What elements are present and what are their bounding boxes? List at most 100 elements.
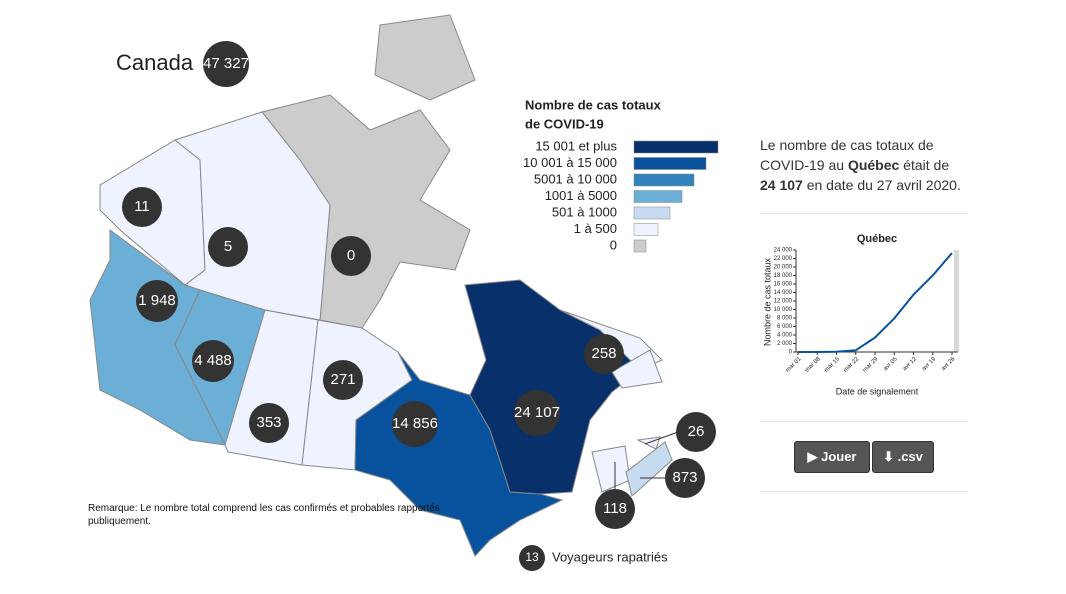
play-button[interactable]: ▶ Jouer <box>794 441 870 473</box>
y-axis-label: Nombre de cas totaux <box>762 257 772 346</box>
region-bubble: 873 <box>665 458 705 498</box>
x-tick-label: avr 19 <box>921 356 938 373</box>
region-bubble: 353 <box>249 403 289 443</box>
legend-label: 1001 à 5000 <box>545 188 617 203</box>
x-axis-label: Date de signalement <box>836 386 919 396</box>
region-count: 14 856 <box>392 415 438 432</box>
legend-swatch <box>633 190 683 203</box>
y-tick-label: 4 000 <box>777 333 793 339</box>
y-tick-label: 24 000 <box>774 248 793 254</box>
region-count: 258 <box>591 345 616 362</box>
trend-chart: Québec Nombre de cas totaux Date de sign… <box>762 233 959 396</box>
region-bubble: 118 <box>595 489 635 529</box>
x-tick-label: mar 29 <box>862 356 880 374</box>
legend-swatch <box>633 239 647 253</box>
nova-scotia <box>625 441 673 497</box>
legend-swatch <box>633 140 719 154</box>
legend-label: 1 à 500 <box>574 221 617 236</box>
note: Remarque: Le nombre total comprend les c… <box>88 503 440 527</box>
y-tick-label: 12 000 <box>774 299 793 305</box>
x-tick-label: mar 15 <box>824 356 842 374</box>
y-tick-label: 0 <box>789 350 793 356</box>
x-tick-label: avr 26 <box>940 356 957 373</box>
legend: Nombre de cas totaux de COVID-19 15 001 … <box>523 97 719 253</box>
y-tick-label: 14 000 <box>774 290 793 296</box>
y-tick-label: 18 000 <box>774 273 793 279</box>
region-count: 118 <box>603 500 627 517</box>
divider <box>760 213 968 214</box>
x-tick-label: mar 22 <box>843 356 861 374</box>
region-count: 271 <box>330 371 355 388</box>
saskatchewan <box>224 309 319 466</box>
arctic-islands <box>374 14 476 101</box>
legend-swatch <box>633 206 671 220</box>
region-bubble: 14 856 <box>392 401 438 447</box>
y-tick-label: 20 000 <box>774 265 793 271</box>
button-label: Jouer <box>821 449 857 464</box>
highlight-bar <box>954 250 959 352</box>
region-count: 24 107 <box>514 404 560 421</box>
region-bubble: 26 <box>676 412 716 452</box>
region-bubble: 24 107 <box>514 390 560 436</box>
y-tick-label: 22 000 <box>774 256 793 262</box>
y-tick-label: 8 000 <box>777 316 793 322</box>
summary-province: Québec <box>847 157 900 173</box>
csv-button[interactable]: ⬇ .csv <box>872 441 934 473</box>
y-tick-label: 6 000 <box>777 324 793 330</box>
region-count: 26 <box>688 423 705 440</box>
region-bubble: 0 <box>331 236 371 276</box>
divider <box>760 421 968 422</box>
region-count: 873 <box>672 469 697 486</box>
y-tick-label: 2 000 <box>777 341 793 347</box>
trend-line <box>798 252 953 353</box>
bc <box>89 229 226 446</box>
region-count: 1 948 <box>138 292 176 309</box>
total-count: 47 327 <box>203 55 249 72</box>
summary-text: était de <box>899 157 950 173</box>
region-bubble: 258 <box>584 334 624 374</box>
leader-line <box>644 431 679 445</box>
total-bubble: 47 327 <box>203 41 249 87</box>
legend-label: 501 à 1000 <box>552 204 617 219</box>
legend-label: 15 001 et plus <box>535 138 617 153</box>
summary: Le nombre de cas totaux de COVID-19 au Q… <box>760 135 968 195</box>
legend-swatch <box>633 173 695 187</box>
repatriated-bubble: 13 <box>519 545 545 571</box>
legend-title: de COVID-19 <box>525 116 604 131</box>
x-tick-label: mar 01 <box>785 356 803 374</box>
legend-label: 0 <box>610 237 617 252</box>
summary-count: 24 107 <box>760 177 803 193</box>
legend-label: 10 001 à 15 000 <box>523 155 617 170</box>
region-count: 0 <box>347 247 355 264</box>
button-label: .csv <box>897 449 923 464</box>
y-tick-label: 10 000 <box>774 307 793 313</box>
region-count: 353 <box>256 414 281 431</box>
region-bubble: 271 <box>323 360 363 400</box>
legend-swatch <box>633 157 707 170</box>
region-bubble: 5 <box>208 227 248 267</box>
repatriated-label: Voyageurs rapatriés <box>552 549 668 564</box>
summary-text: en date du 27 avril 2020. <box>802 177 961 193</box>
region-count: 4 488 <box>194 352 232 369</box>
x-tick-label: mar 08 <box>804 356 822 374</box>
y-tick-label: 16 000 <box>774 282 793 288</box>
region-bubble: 4 488 <box>192 340 234 382</box>
region-count: 5 <box>224 238 232 255</box>
legend-title: Nombre de cas totaux <box>525 97 662 112</box>
repatriated-count: 13 <box>525 550 539 564</box>
summary-text: Le nombre de cas totaux de COVID-19 au <box>760 137 934 173</box>
region-count: 11 <box>134 198 150 215</box>
new-brunswick <box>591 445 631 493</box>
legend-label: 5001 à 10 000 <box>534 171 617 186</box>
chart-title: Québec <box>857 233 897 245</box>
legend-swatch <box>633 223 659 236</box>
x-tick-label: avr 05 <box>883 356 900 373</box>
country-title: Canada <box>116 50 194 75</box>
newfoundland <box>611 349 663 389</box>
region-bubble: 1 948 <box>136 280 178 322</box>
x-tick-label: avr 12 <box>902 356 919 373</box>
divider <box>760 491 968 492</box>
region-bubble: 11 <box>122 187 162 227</box>
